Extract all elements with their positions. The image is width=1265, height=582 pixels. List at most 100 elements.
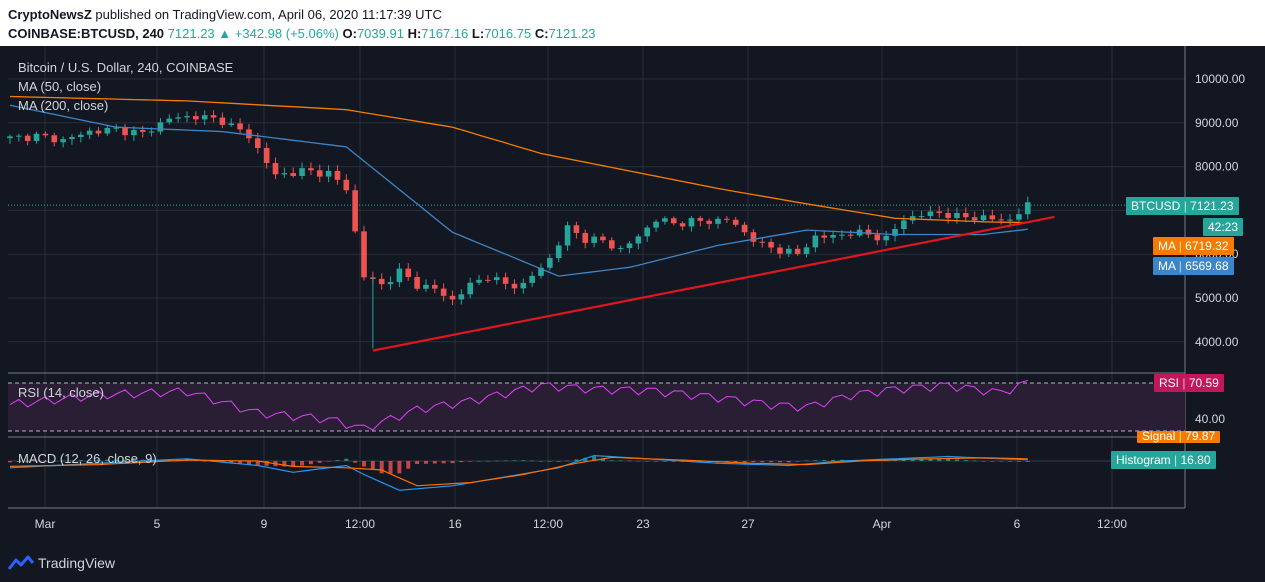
macd-histogram-bar <box>477 461 482 462</box>
time-tick-label: 27 <box>741 517 755 531</box>
candle-body <box>60 139 66 143</box>
legend-ma50[interactable]: MA (50, close) <box>18 79 102 94</box>
macd-histogram-bar <box>654 461 659 462</box>
macd-histogram-bar <box>910 459 915 461</box>
tradingview-brand[interactable]: TradingView <box>38 555 116 571</box>
published-text: published on TradingView.com, April 06, … <box>95 7 442 22</box>
candle-body <box>644 227 650 237</box>
candle-body <box>237 123 243 130</box>
candle-body <box>715 218 721 224</box>
candle-body <box>909 216 916 221</box>
ohlc-line: COINBASE:BTCUSD, 240 7121.23 ▲ +342.98 (… <box>8 26 596 41</box>
candle-body <box>378 278 385 285</box>
btcusd-tag-value: 7121.23 <box>1190 199 1234 213</box>
macd-histogram-bar <box>671 461 676 462</box>
macd-line <box>9 454 1028 491</box>
candle-body <box>343 179 350 191</box>
histogram-tag-value: 16.80 <box>1180 453 1211 467</box>
candle-body <box>741 224 748 233</box>
macd-histogram-bar <box>627 460 632 462</box>
legend-rsi[interactable]: RSI (14, close) <box>18 385 104 400</box>
candle-body <box>148 131 155 133</box>
ma50-line <box>9 104 1028 277</box>
macd-histogram-bar <box>822 460 827 461</box>
macd-histogram-bar <box>229 461 234 464</box>
candle-body <box>166 118 173 123</box>
candle-body <box>16 135 22 137</box>
macd-histogram-bar <box>662 461 667 462</box>
legend-ma200[interactable]: MA (200, close) <box>18 98 109 113</box>
chart-svg[interactable]: 10000.009000.008000.007000.006000.005000… <box>0 46 1265 536</box>
low-label: L: <box>471 26 485 41</box>
macd-histogram-bar <box>432 461 437 464</box>
macd-histogram-bar <box>760 461 765 463</box>
candle-body <box>830 235 836 238</box>
candle-body <box>936 211 943 214</box>
candle-body <box>945 213 951 219</box>
macd-histogram-bar <box>547 461 552 462</box>
macd-histogram-bar <box>503 460 508 462</box>
rsi-tag-label: RSI <box>1159 376 1180 390</box>
candle-body <box>839 234 845 236</box>
macd-histogram-bar <box>618 460 623 462</box>
candle-body <box>971 217 978 221</box>
candle-body <box>104 127 111 134</box>
candle-body <box>617 248 624 250</box>
candle-body <box>883 235 889 241</box>
last-price: 7121.23 <box>167 26 215 41</box>
open-value: 7039.91 <box>356 26 404 41</box>
macd-histogram-bar <box>87 459 92 461</box>
candle-body <box>706 220 712 224</box>
tradingview-logo-icon[interactable] <box>8 554 34 574</box>
rsi-tag-value: 70.59 <box>1188 376 1219 390</box>
macd-histogram-bar <box>592 456 597 461</box>
macd-histogram-bar <box>105 459 110 461</box>
candles-group <box>7 110 1031 306</box>
macd-histogram-bar <box>600 458 605 461</box>
candle-body <box>573 225 580 233</box>
footer: TradingView <box>0 548 1265 582</box>
candle-body <box>86 130 93 135</box>
candle-body <box>812 235 819 248</box>
macd-histogram-bar <box>1025 461 1030 462</box>
candle-body <box>387 282 394 285</box>
signal-value-tag: Signal | 79.87 <box>1137 431 1221 443</box>
candle-body <box>24 135 31 141</box>
macd-histogram-bar <box>16 461 21 463</box>
candle-body <box>874 234 881 241</box>
candle-body <box>414 277 420 289</box>
publish-header: CryptoNewsZ published on TradingView.com… <box>0 0 1265 46</box>
candle-body <box>980 215 987 221</box>
macd-histogram-bar <box>441 461 446 464</box>
macd-histogram-bar <box>317 461 322 463</box>
time-tick-label: Mar <box>35 517 56 531</box>
macd-histogram-bar <box>512 460 517 461</box>
macd-histogram-bar <box>282 461 287 467</box>
time-tick-label: 16 <box>448 517 462 531</box>
candle-body <box>918 216 925 218</box>
candle-body <box>794 248 801 254</box>
macd-histogram-bar <box>565 460 570 462</box>
macd-histogram-bar <box>937 459 942 461</box>
chart-area[interactable]: 10000.009000.008000.007000.006000.005000… <box>0 46 1265 536</box>
macd-histogram-bar <box>530 460 535 462</box>
candle-body <box>520 282 527 289</box>
publisher-name[interactable]: CryptoNewsZ <box>8 7 92 22</box>
candle-body <box>432 284 438 289</box>
candle-body <box>892 228 898 236</box>
candle-body <box>255 138 261 149</box>
high-label: H: <box>407 26 422 41</box>
legend-macd[interactable]: MACD (12, 26, close, 9) <box>18 451 157 466</box>
macd-histogram-bar <box>397 461 402 474</box>
candle-body <box>865 229 872 235</box>
time-tick-label: 12:00 <box>1097 517 1127 531</box>
candle-body <box>901 220 907 229</box>
candle-body <box>7 136 13 139</box>
candle-body <box>547 258 553 268</box>
rsi-line <box>9 379 1028 431</box>
candle-body <box>529 275 535 283</box>
signal-tag-value: 79.87 <box>1185 431 1216 443</box>
candle-body <box>679 223 686 227</box>
candle-body <box>786 248 792 254</box>
rsi-tick-label: 40.00 <box>1195 412 1225 426</box>
